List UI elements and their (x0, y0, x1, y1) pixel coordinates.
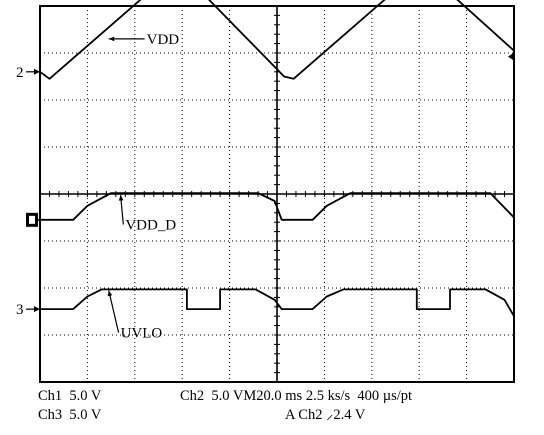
label-arrowhead (108, 36, 115, 42)
label-uvlo: UVLO (121, 326, 163, 342)
label-vdd-d: VDD_D (125, 218, 176, 234)
channel-marker-arrow (34, 68, 40, 75)
channel-markers: 23 (16, 52, 514, 318)
trigger-readout: A Ch2 ⸝2.4 V (285, 407, 366, 423)
trace-vdd (39, 0, 515, 80)
trace-uvlo (40, 288, 515, 317)
label-pointer (108, 290, 120, 333)
label-vdd: VDD (147, 32, 180, 48)
ch3-scale-readout: Ch3 5.0 V (38, 407, 102, 423)
channel-marker-2: 2 (16, 65, 24, 81)
trace-vdd-d (40, 192, 515, 221)
waveform-traces (39, 0, 515, 317)
trace-labels: VDD VDD_D UVLO (107, 32, 180, 342)
channel-marker-3: 3 (16, 302, 24, 318)
ch2-timebase-readout: Ch2 5.0 VM20.0 ms 2.5 ks/s 400 µs/pt (180, 388, 413, 404)
channel-marker-box-inner (29, 215, 35, 224)
ch1-scale-readout: Ch1 5.0 V (38, 388, 102, 404)
channel-marker-arrow (34, 306, 40, 313)
trigger-level-marker (508, 52, 514, 61)
label-arrowhead (118, 194, 124, 201)
label-arrowhead (107, 290, 113, 297)
